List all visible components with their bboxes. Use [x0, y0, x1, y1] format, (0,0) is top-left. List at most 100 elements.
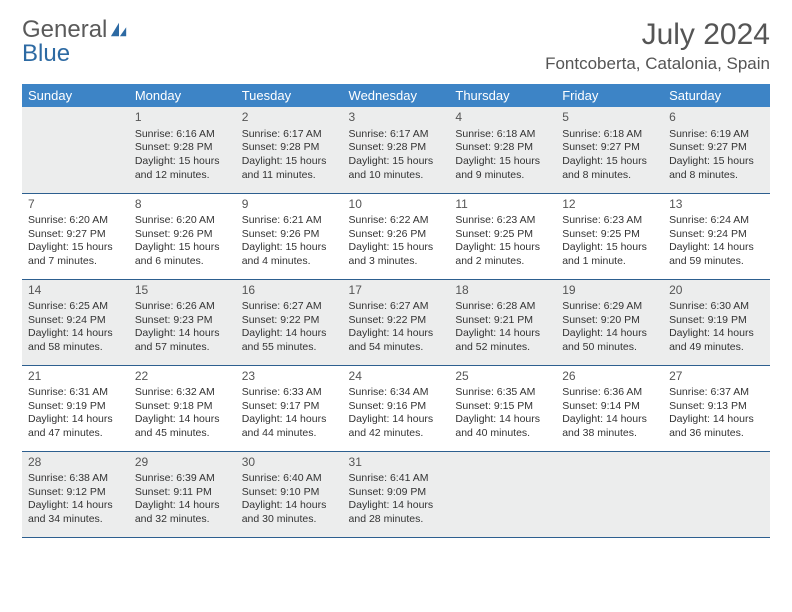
- daylight-line: Daylight: 15 hours and 7 minutes.: [28, 241, 123, 268]
- calendar-day-cell: 6Sunrise: 6:19 AMSunset: 9:27 PMDaylight…: [663, 107, 770, 193]
- sunrise-line: Sunrise: 6:25 AM: [28, 300, 123, 314]
- day-number: 30: [242, 455, 337, 471]
- day-number: 17: [349, 283, 444, 299]
- daylight-line: Daylight: 15 hours and 8 minutes.: [562, 155, 657, 182]
- sunset-line: Sunset: 9:28 PM: [135, 141, 230, 155]
- title-block: July 2024 Fontcoberta, Catalonia, Spain: [545, 18, 770, 74]
- sunrise-line: Sunrise: 6:16 AM: [135, 128, 230, 142]
- sunset-line: Sunset: 9:15 PM: [455, 400, 550, 414]
- calendar-week-row: 1Sunrise: 6:16 AMSunset: 9:28 PMDaylight…: [22, 107, 770, 193]
- daylight-line: Daylight: 14 hours and 28 minutes.: [349, 499, 444, 526]
- daylight-line: Daylight: 15 hours and 1 minute.: [562, 241, 657, 268]
- day-number: 8: [135, 197, 230, 213]
- day-number: 4: [455, 110, 550, 126]
- daylight-line: Daylight: 14 hours and 44 minutes.: [242, 413, 337, 440]
- weekday-header: Thursday: [449, 84, 556, 107]
- sunset-line: Sunset: 9:24 PM: [669, 228, 764, 242]
- calendar-day-cell: 21Sunrise: 6:31 AMSunset: 9:19 PMDayligh…: [22, 365, 129, 451]
- sunset-line: Sunset: 9:09 PM: [349, 486, 444, 500]
- sunrise-line: Sunrise: 6:23 AM: [455, 214, 550, 228]
- day-number: 27: [669, 369, 764, 385]
- day-number: 29: [135, 455, 230, 471]
- sunset-line: Sunset: 9:28 PM: [455, 141, 550, 155]
- calendar-day-cell: 13Sunrise: 6:24 AMSunset: 9:24 PMDayligh…: [663, 193, 770, 279]
- calendar-day-cell: 23Sunrise: 6:33 AMSunset: 9:17 PMDayligh…: [236, 365, 343, 451]
- sunset-line: Sunset: 9:24 PM: [28, 314, 123, 328]
- sunrise-line: Sunrise: 6:20 AM: [28, 214, 123, 228]
- daylight-line: Daylight: 15 hours and 9 minutes.: [455, 155, 550, 182]
- calendar-empty-cell: [22, 107, 129, 193]
- sunset-line: Sunset: 9:21 PM: [455, 314, 550, 328]
- daylight-line: Daylight: 14 hours and 42 minutes.: [349, 413, 444, 440]
- calendar-day-cell: 22Sunrise: 6:32 AMSunset: 9:18 PMDayligh…: [129, 365, 236, 451]
- calendar-day-cell: 25Sunrise: 6:35 AMSunset: 9:15 PMDayligh…: [449, 365, 556, 451]
- day-number: 25: [455, 369, 550, 385]
- calendar-table: SundayMondayTuesdayWednesdayThursdayFrid…: [22, 84, 770, 538]
- sunrise-line: Sunrise: 6:37 AM: [669, 386, 764, 400]
- sunrise-line: Sunrise: 6:20 AM: [135, 214, 230, 228]
- sunrise-line: Sunrise: 6:17 AM: [242, 128, 337, 142]
- sunset-line: Sunset: 9:11 PM: [135, 486, 230, 500]
- daylight-line: Daylight: 14 hours and 59 minutes.: [669, 241, 764, 268]
- daylight-line: Daylight: 14 hours and 54 minutes.: [349, 327, 444, 354]
- month-title: July 2024: [545, 18, 770, 52]
- sunrise-line: Sunrise: 6:19 AM: [669, 128, 764, 142]
- calendar-day-cell: 3Sunrise: 6:17 AMSunset: 9:28 PMDaylight…: [343, 107, 450, 193]
- sunrise-line: Sunrise: 6:28 AM: [455, 300, 550, 314]
- calendar-day-cell: 19Sunrise: 6:29 AMSunset: 9:20 PMDayligh…: [556, 279, 663, 365]
- daylight-line: Daylight: 15 hours and 12 minutes.: [135, 155, 230, 182]
- location: Fontcoberta, Catalonia, Spain: [545, 54, 770, 74]
- daylight-line: Daylight: 14 hours and 57 minutes.: [135, 327, 230, 354]
- daylight-line: Daylight: 14 hours and 49 minutes.: [669, 327, 764, 354]
- sunset-line: Sunset: 9:25 PM: [455, 228, 550, 242]
- daylight-line: Daylight: 15 hours and 2 minutes.: [455, 241, 550, 268]
- sunset-line: Sunset: 9:14 PM: [562, 400, 657, 414]
- logo-word2: Blue: [22, 42, 129, 66]
- daylight-line: Daylight: 15 hours and 11 minutes.: [242, 155, 337, 182]
- logo-sail-icon: [109, 20, 129, 42]
- sunrise-line: Sunrise: 6:38 AM: [28, 472, 123, 486]
- daylight-line: Daylight: 14 hours and 30 minutes.: [242, 499, 337, 526]
- day-number: 3: [349, 110, 444, 126]
- day-number: 26: [562, 369, 657, 385]
- day-number: 16: [242, 283, 337, 299]
- calendar-day-cell: 2Sunrise: 6:17 AMSunset: 9:28 PMDaylight…: [236, 107, 343, 193]
- daylight-line: Daylight: 14 hours and 40 minutes.: [455, 413, 550, 440]
- day-number: 18: [455, 283, 550, 299]
- sunset-line: Sunset: 9:26 PM: [242, 228, 337, 242]
- daylight-line: Daylight: 14 hours and 38 minutes.: [562, 413, 657, 440]
- calendar-empty-cell: [449, 451, 556, 537]
- daylight-line: Daylight: 14 hours and 47 minutes.: [28, 413, 123, 440]
- calendar-day-cell: 12Sunrise: 6:23 AMSunset: 9:25 PMDayligh…: [556, 193, 663, 279]
- weekday-header: Friday: [556, 84, 663, 107]
- sunset-line: Sunset: 9:12 PM: [28, 486, 123, 500]
- weekday-header: Tuesday: [236, 84, 343, 107]
- daylight-line: Daylight: 15 hours and 8 minutes.: [669, 155, 764, 182]
- day-number: 28: [28, 455, 123, 471]
- weekday-header: Monday: [129, 84, 236, 107]
- calendar-day-cell: 10Sunrise: 6:22 AMSunset: 9:26 PMDayligh…: [343, 193, 450, 279]
- calendar-day-cell: 26Sunrise: 6:36 AMSunset: 9:14 PMDayligh…: [556, 365, 663, 451]
- day-number: 19: [562, 283, 657, 299]
- calendar-day-cell: 15Sunrise: 6:26 AMSunset: 9:23 PMDayligh…: [129, 279, 236, 365]
- sunset-line: Sunset: 9:13 PM: [669, 400, 764, 414]
- day-number: 12: [562, 197, 657, 213]
- daylight-line: Daylight: 14 hours and 32 minutes.: [135, 499, 230, 526]
- sunrise-line: Sunrise: 6:22 AM: [349, 214, 444, 228]
- sunrise-line: Sunrise: 6:35 AM: [455, 386, 550, 400]
- daylight-line: Daylight: 14 hours and 45 minutes.: [135, 413, 230, 440]
- calendar-day-cell: 20Sunrise: 6:30 AMSunset: 9:19 PMDayligh…: [663, 279, 770, 365]
- sunset-line: Sunset: 9:20 PM: [562, 314, 657, 328]
- daylight-line: Daylight: 14 hours and 58 minutes.: [28, 327, 123, 354]
- sunrise-line: Sunrise: 6:18 AM: [455, 128, 550, 142]
- sunrise-line: Sunrise: 6:33 AM: [242, 386, 337, 400]
- calendar-day-cell: 11Sunrise: 6:23 AMSunset: 9:25 PMDayligh…: [449, 193, 556, 279]
- sunset-line: Sunset: 9:22 PM: [242, 314, 337, 328]
- calendar-day-cell: 28Sunrise: 6:38 AMSunset: 9:12 PMDayligh…: [22, 451, 129, 537]
- calendar-empty-cell: [663, 451, 770, 537]
- sunset-line: Sunset: 9:25 PM: [562, 228, 657, 242]
- day-number: 31: [349, 455, 444, 471]
- sunrise-line: Sunrise: 6:24 AM: [669, 214, 764, 228]
- day-number: 23: [242, 369, 337, 385]
- header: GeneralBlue July 2024 Fontcoberta, Catal…: [22, 18, 770, 74]
